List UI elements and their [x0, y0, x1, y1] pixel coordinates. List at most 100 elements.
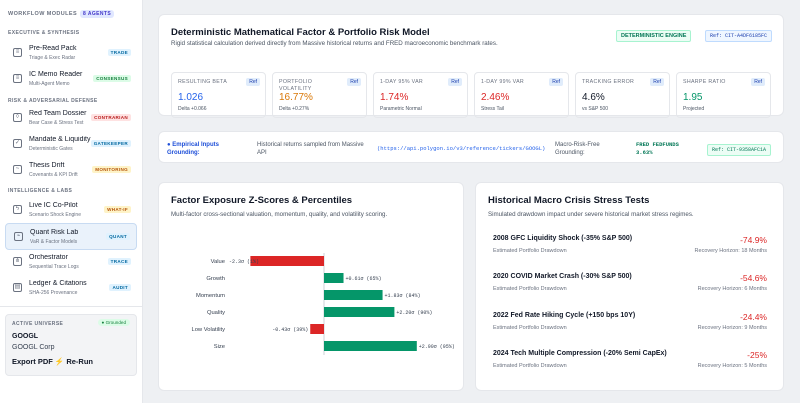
sidebar-item-tag: AUDIT: [109, 284, 131, 291]
factor-bar: [310, 324, 324, 334]
section-label: EXECUTIVE & SYNTHESIS: [8, 30, 80, 36]
factor-exposure-card: Factor Exposure Z-Scores & Percentiles M…: [158, 182, 464, 391]
sidebar-item-tag: CONTRARIAN: [91, 114, 131, 121]
metric-label: RESULTING BETA: [178, 79, 228, 85]
metric-value: 1.95: [683, 92, 703, 103]
universe-name: GOOGL Corp: [12, 344, 55, 351]
metric-value: 2.46%: [481, 92, 510, 103]
sidebar-item-quant-risk-lab[interactable]: ⌁ Quant Risk Lab VaR & Factor Models QUA…: [5, 223, 137, 250]
scenario-name: 2024 Tech Multiple Compression (-20% Sem…: [493, 350, 667, 357]
metric-sub: Stress Tail: [481, 106, 504, 112]
factor-category-label: Low Volatility: [191, 327, 225, 333]
ref-button[interactable]: Ref: [246, 78, 260, 86]
ref-button[interactable]: Ref: [549, 78, 563, 86]
sidebar-item-red-team-dossier[interactable]: ◊ Red Team Dossier Bear Case & Stress Te…: [5, 105, 137, 132]
sidebar-item-orchestrator[interactable]: ⋔ Orchestrator Sequential Trace Logs TRA…: [5, 249, 137, 276]
metric-value: 4.6%: [582, 92, 605, 103]
sidebar-item-tag: WHAT-IF: [104, 206, 131, 213]
sidebar: WORKFLOW MODULES 8 AGENTS EXECUTIVE & SYN…: [0, 0, 143, 403]
grounded-badge: ● Grounded: [97, 319, 130, 326]
sidebar-item-ledger-citations[interactable]: ▤ Ledger & Citations SHA-256 Provenance …: [5, 275, 137, 302]
factor-data-label: -0.43σ (39%): [272, 327, 308, 333]
factor-data-label: +1.83σ (84%): [385, 293, 421, 299]
risk-model-card: Deterministic Mathematical Factor & Port…: [158, 14, 784, 118]
ref-button[interactable]: Ref: [448, 78, 462, 86]
grounding-ref-badge[interactable]: Ref: CIT-9358AFC1A: [707, 144, 772, 156]
section-label: INTELLIGENCE & LABS: [8, 188, 73, 194]
macro-label: Macro-Risk-Free Grounding:: [555, 142, 600, 156]
ref-button[interactable]: Ref: [650, 78, 664, 86]
scenario-name: 2008 GFC Liquidity Shock (-35% S&P 500): [493, 235, 633, 242]
section-label: RISK & ADVERSARIAL DEFENSE: [8, 98, 98, 104]
factor-data-label: +2.90σ (95%): [419, 344, 455, 350]
sidebar-item-ic-memo-reader[interactable]: ≡ IC Memo Reader Multi-Agent Memo CONSEN…: [5, 66, 137, 93]
sidebar-item-pre-read-pack[interactable]: ≡ Pre-Read Pack Triage & Exec Radar TRAD…: [5, 40, 137, 67]
grounding-desc: Historical returns sampled from Massive …: [257, 142, 364, 156]
metric-label: PORTFOLIO VOLATILITY: [279, 79, 313, 92]
ref-button[interactable]: Ref: [751, 78, 765, 86]
sidebar-item-tag: TRADE: [107, 49, 131, 56]
factor-bar: [250, 256, 324, 266]
sidebar-item-mandate-liquidity[interactable]: ✓ Mandate & Liquidity Deterministic Gate…: [5, 131, 137, 158]
metric-value: 16.77%: [279, 92, 313, 103]
factor-bar: [324, 341, 417, 351]
sidebar-item-tag: MONITORING: [92, 166, 131, 173]
factor-category-label: Momentum: [196, 293, 225, 299]
sidebar-item-tag: GATEKEEPER: [90, 140, 131, 147]
metric-label: TRACKING ERROR: [582, 79, 635, 85]
factor-category-label: Size: [214, 344, 225, 350]
factor-subtitle: Multi-factor cross-sectional valuation, …: [171, 211, 388, 218]
scenario-label: Estimated Portfolio Drawdown: [493, 248, 567, 254]
network-icon: ⋔: [13, 257, 22, 266]
stress-scenario: 2020 COVID Market Crash (-30% S&P 500) -…: [493, 273, 767, 303]
sidebar-item-sub: Multi-Agent Memo: [29, 81, 70, 87]
stress-title: Historical Macro Crisis Stress Tests: [488, 195, 650, 206]
scenario-drawdown: -54.6%: [740, 273, 767, 283]
export-rerun-actions[interactable]: Export PDF ⚡ Re-Run: [12, 357, 94, 366]
document-icon: ≡: [13, 48, 22, 57]
sidebar-item-title: Ledger & Citations: [29, 280, 87, 287]
metric-label: SHARPE RATIO: [683, 79, 726, 85]
sidebar-item-title: Red Team Dossier: [29, 110, 87, 117]
sidebar-heading: WORKFLOW MODULES 8 AGENTS: [8, 10, 115, 18]
metric-portfolio-volatility: PORTFOLIO VOLATILITY Ref 16.77% Delta +0…: [272, 72, 367, 118]
sidebar-item-sub: Scenario Shock Engine: [29, 212, 81, 218]
sidebar-item-sub: Covenants & KPI Drift: [29, 172, 78, 178]
scenario-drawdown: -25%: [747, 350, 767, 360]
scenario-label: Estimated Portfolio Drawdown: [493, 325, 567, 331]
grounding-label: ● Empirical Inputs Grounding:: [167, 142, 219, 156]
factor-category-label: Quality: [207, 310, 225, 316]
sidebar-item-thesis-drift[interactable]: ~ Thesis Drift Covenants & KPI Drift MON…: [5, 157, 137, 184]
metric-sharpe-ratio: SHARPE RATIO Ref 1.95 Projected: [676, 72, 771, 118]
document-icon: ≡: [13, 74, 22, 83]
sidebar-item-sub: Bear Case & Stress Test: [29, 120, 84, 126]
scenario-name: 2022 Fed Rate Hiking Cycle (+150 bps 10Y…: [493, 312, 636, 319]
stress-scenario: 2022 Fed Rate Hiking Cycle (+150 bps 10Y…: [493, 312, 767, 342]
sidebar-item-tag: TRACE: [107, 258, 131, 265]
grounding-bar: ● Empirical Inputs Grounding: Historical…: [158, 131, 784, 163]
ref-badge[interactable]: Ref: CIT-A4DF6185FC: [705, 30, 773, 42]
sidebar-item-live-ic-copilot[interactable]: ϟ Live IC Co-Pilot Scenario Shock Engine…: [5, 197, 137, 224]
risk-model-subtitle: Rigid statistical calculation derived di…: [171, 40, 498, 47]
divider: [0, 306, 142, 307]
stress-scenario: 2008 GFC Liquidity Shock (-35% S&P 500) …: [493, 235, 767, 265]
factor-data-label: +0.61σ (65%): [346, 276, 382, 282]
metric-resulting-beta: RESULTING BETA Ref 1.026 Delta +0.066: [171, 72, 266, 118]
sidebar-item-sub: Triage & Exec Radar: [29, 55, 76, 61]
factor-bar: [324, 290, 383, 300]
factor-category-label: Value: [211, 259, 225, 265]
grounding-url-link[interactable]: (https://api.polygon.io/v3/reference/tic…: [377, 145, 546, 152]
metric-sub: Parametric Normal: [380, 106, 422, 112]
factor-bar: [324, 273, 344, 283]
scenario-drawdown: -74.9%: [740, 235, 767, 245]
ref-button[interactable]: Ref: [347, 78, 361, 86]
scenario-label: Estimated Portfolio Drawdown: [493, 363, 567, 369]
factor-data-label: -2.3σ (1%): [229, 259, 259, 265]
chart-icon: ~: [13, 165, 22, 174]
sidebar-item-title: Thesis Drift: [29, 162, 65, 169]
bolt-icon: ϟ: [13, 205, 22, 214]
factor-bar-chart: Value -2.3σ (1%) Growth +0.61σ (65%) Momentu…: [191, 253, 455, 355]
metric-label: 1-DAY 99% VAR: [481, 79, 525, 85]
metric-value: 1.74%: [380, 92, 409, 103]
stress-scenario: 2024 Tech Multiple Compression (-20% Sem…: [493, 350, 767, 380]
